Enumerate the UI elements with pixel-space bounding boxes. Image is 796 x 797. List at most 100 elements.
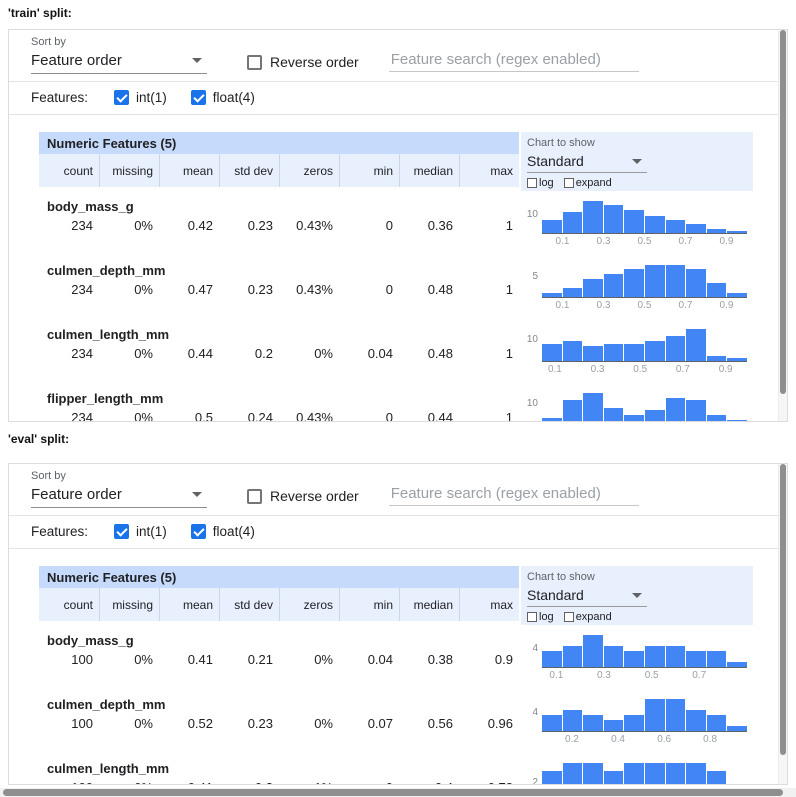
type-filter-float-checkbox[interactable] [190, 524, 206, 539]
numeric-features-title: Numeric Features (5) [39, 132, 519, 154]
histogram-bar [603, 343, 624, 361]
histogram-bar [665, 699, 686, 731]
scrollbar-thumb[interactable] [780, 464, 786, 756]
histogram-x-tick-label: 0.1 [555, 300, 570, 311]
eval-split-panel: Sort by Feature order Reverse order Feat… [8, 463, 788, 785]
histogram-x-tick-label: 0.4 [611, 734, 625, 745]
expand-checkbox[interactable] [563, 178, 574, 188]
histogram-x-tick-label: 0.7 [675, 364, 690, 375]
controls-row: Sort by Feature order Reverse order [9, 464, 787, 516]
histogram-bar [624, 269, 644, 297]
reverse-order-label: Reverse order [270, 54, 359, 70]
numeric-features-table: Numeric Features (5) count missing mean std… [9, 549, 787, 785]
reverse-order-checkbox[interactable] [247, 54, 262, 70]
histogram-bar [542, 417, 562, 421]
stat-zeros: 0% [314, 346, 333, 361]
histogram-bar [562, 645, 583, 667]
histogram-bars [542, 265, 747, 298]
histogram-chart: 4 0.2 0.4 0.6 0.8 [521, 696, 753, 760]
expand-checkbox[interactable] [563, 612, 574, 622]
histogram-bar [562, 341, 583, 361]
column-header-mean: mean [159, 154, 219, 187]
column-header-max: max [459, 154, 519, 187]
log-checkbox[interactable] [527, 612, 537, 622]
histogram-y-axis: 10 [521, 390, 539, 421]
histogram-bar [624, 209, 644, 233]
stat-max: 0.9 [494, 652, 513, 667]
stat-max: 0.96 [487, 716, 513, 731]
histogram-chart: 10 0.1 0.3 0.5 0.7 0.9 [521, 326, 753, 390]
histogram-bar [727, 230, 747, 233]
sort-by-dropdown[interactable]: Feature order [31, 50, 207, 74]
scrollbar-thumb[interactable] [780, 30, 786, 394]
histogram-bar [686, 400, 706, 421]
histogram-bars [542, 699, 747, 732]
histogram-x-tick-label: 0.7 [692, 670, 707, 681]
histogram-bar [583, 201, 603, 233]
histogram-bar [706, 771, 727, 784]
stat-mean: 0.41 [187, 652, 213, 667]
type-filter-float-checkbox[interactable] [190, 90, 206, 105]
feature-stats-row: 100 0% 0.52 0.23 0% 0.07 0.56 0.96 [39, 716, 519, 731]
column-header-std-dev: std dev [219, 588, 279, 621]
histogram-bar [583, 278, 603, 297]
histogram-bar [644, 410, 665, 421]
stat-zeros: 0.43% [296, 282, 333, 297]
histogram-x-tick-label: 0.7 [678, 300, 693, 311]
train-split-panel: Sort by Feature order Reverse order Feat… [8, 29, 788, 422]
feature-stats-row: 234 0% 0.42 0.23 0.43% 0 0.36 1 [39, 218, 519, 233]
type-filter-int-checkbox[interactable] [114, 524, 130, 539]
chart-type-dropdown[interactable]: Standard [527, 151, 647, 173]
scrollbar-thumb[interactable] [3, 789, 784, 796]
vertical-scrollbar[interactable] [778, 30, 787, 421]
stat-max: 1 [505, 346, 513, 361]
type-filter-float-label: float(4) [212, 524, 255, 539]
histogram-bar [644, 216, 665, 233]
histogram-bar [644, 265, 665, 297]
reverse-order-checkbox[interactable] [247, 488, 262, 504]
histogram-bar [562, 287, 583, 297]
histogram-x-tick-label: 0.5 [644, 670, 659, 681]
histogram-chart: 10 0.1 0.3 0.5 0.7 0.9 [521, 198, 753, 262]
reverse-order-label: Reverse order [270, 488, 359, 504]
chart-to-show-label: Chart to show [527, 137, 595, 149]
histogram-bar [727, 420, 747, 421]
histogram-bar [603, 205, 624, 233]
chart-type-dropdown[interactable]: Standard [527, 585, 647, 607]
histogram-x-axis: 0.1 0.3 0.5 0.7 [542, 670, 747, 682]
stat-min: 0.04 [367, 652, 393, 667]
histogram-x-tick-label: 0.9 [719, 300, 734, 311]
feature-name: culmen_length_mm [47, 761, 170, 776]
type-filter-int-checkbox[interactable] [114, 90, 130, 105]
histogram-y-tick-label: 10 [526, 334, 538, 345]
histogram-bar [686, 651, 706, 667]
column-header-min: min [339, 154, 399, 187]
stat-std-dev: 0.21 [247, 652, 273, 667]
stat-std-dev: 0.24 [247, 410, 273, 422]
stat-median: 0.4 [399, 780, 459, 784]
stat-mean: 0.44 [187, 346, 213, 361]
stat-min: 0 [385, 218, 393, 233]
column-header-median: median [399, 154, 459, 187]
histogram-bar [686, 224, 706, 233]
feature-row: flipper_length_mm 234 0% 0.5 0.24 0.43% 0 0.44 1… [39, 390, 787, 422]
histogram-bar [686, 709, 706, 731]
stat-mean: 0.5 [194, 410, 213, 422]
stat-mean: 0.42 [187, 218, 213, 233]
histogram-bar [562, 400, 583, 421]
stat-min: 0 [339, 780, 399, 784]
horizontal-scrollbar[interactable] [0, 788, 796, 797]
histogram-y-tick-label: 10 [526, 398, 538, 409]
histogram-bar [562, 763, 583, 784]
feature-search-input[interactable] [388, 48, 639, 72]
log-checkbox[interactable] [527, 178, 537, 188]
histogram-y-tick-label: 2 [532, 777, 538, 785]
sort-by-dropdown[interactable]: Feature order [31, 484, 207, 508]
vertical-scrollbar[interactable] [778, 464, 787, 784]
stat-std-dev: 0.23 [247, 282, 273, 297]
feature-search-input[interactable] [388, 482, 639, 506]
chart-to-show-panel: Chart to show Standard log expand [521, 566, 753, 625]
expand-label: expand [575, 177, 612, 189]
